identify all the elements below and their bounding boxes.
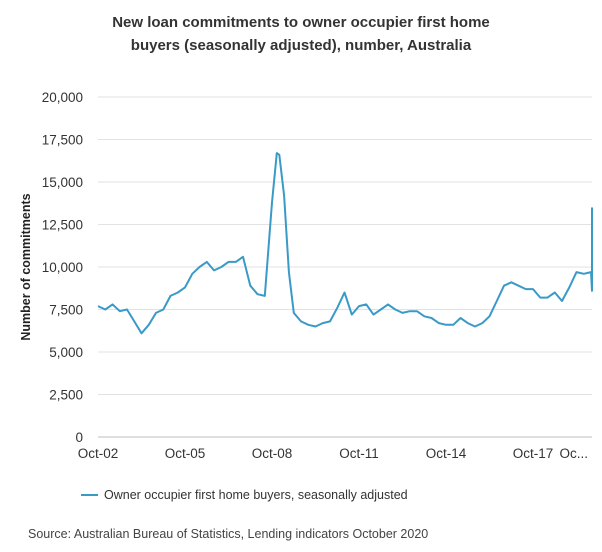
y-tick-label: 0 bbox=[75, 430, 83, 445]
series-line-first-home-buyers bbox=[97, 152, 593, 335]
y-tick-label: 20,000 bbox=[42, 90, 83, 105]
chart-title-line-1: New loan commitments to owner occupier f… bbox=[112, 14, 490, 31]
x-tick-label: Oct-05 bbox=[165, 446, 206, 461]
legend-label: Owner occupier first home buyers, season… bbox=[104, 488, 408, 502]
y-tick-label: 15,000 bbox=[42, 175, 83, 190]
y-tick-label: 12,500 bbox=[42, 218, 83, 233]
y-tick-label: 5,000 bbox=[49, 345, 83, 360]
source-note: Source: Australian Bureau of Statistics,… bbox=[28, 527, 428, 541]
y-tick-label: 7,500 bbox=[49, 303, 83, 318]
x-tick-label: Oct-11 bbox=[339, 446, 379, 461]
x-tick-label: Oct-08 bbox=[252, 446, 293, 461]
legend: Owner occupier first home buyers, season… bbox=[81, 488, 408, 502]
x-axis-ticks: Oct-02 Oct-05 Oct-08 Oct-11 Oct-14 Oct-17 Oc..… bbox=[78, 446, 588, 461]
chart-title-line-2: buyers (seasonally adjusted), number, Au… bbox=[131, 37, 472, 54]
y-axis-ticks: 0 2,500 5,000 7,500 10,000 12,500 15,000 17,500… bbox=[42, 90, 83, 445]
y-tick-label: 10,000 bbox=[42, 260, 83, 275]
y-tick-label: 17,500 bbox=[42, 133, 83, 148]
x-tick-label: Oct-14 bbox=[426, 446, 467, 461]
gridlines bbox=[98, 96, 592, 438]
x-tick-label: Oct-17 bbox=[513, 446, 554, 461]
x-tick-label: Oct-02 bbox=[78, 446, 119, 461]
y-axis-label: Number of commitments bbox=[19, 193, 33, 340]
x-tick-label: Oc... bbox=[559, 446, 588, 461]
y-tick-label: 2,500 bbox=[49, 388, 83, 403]
